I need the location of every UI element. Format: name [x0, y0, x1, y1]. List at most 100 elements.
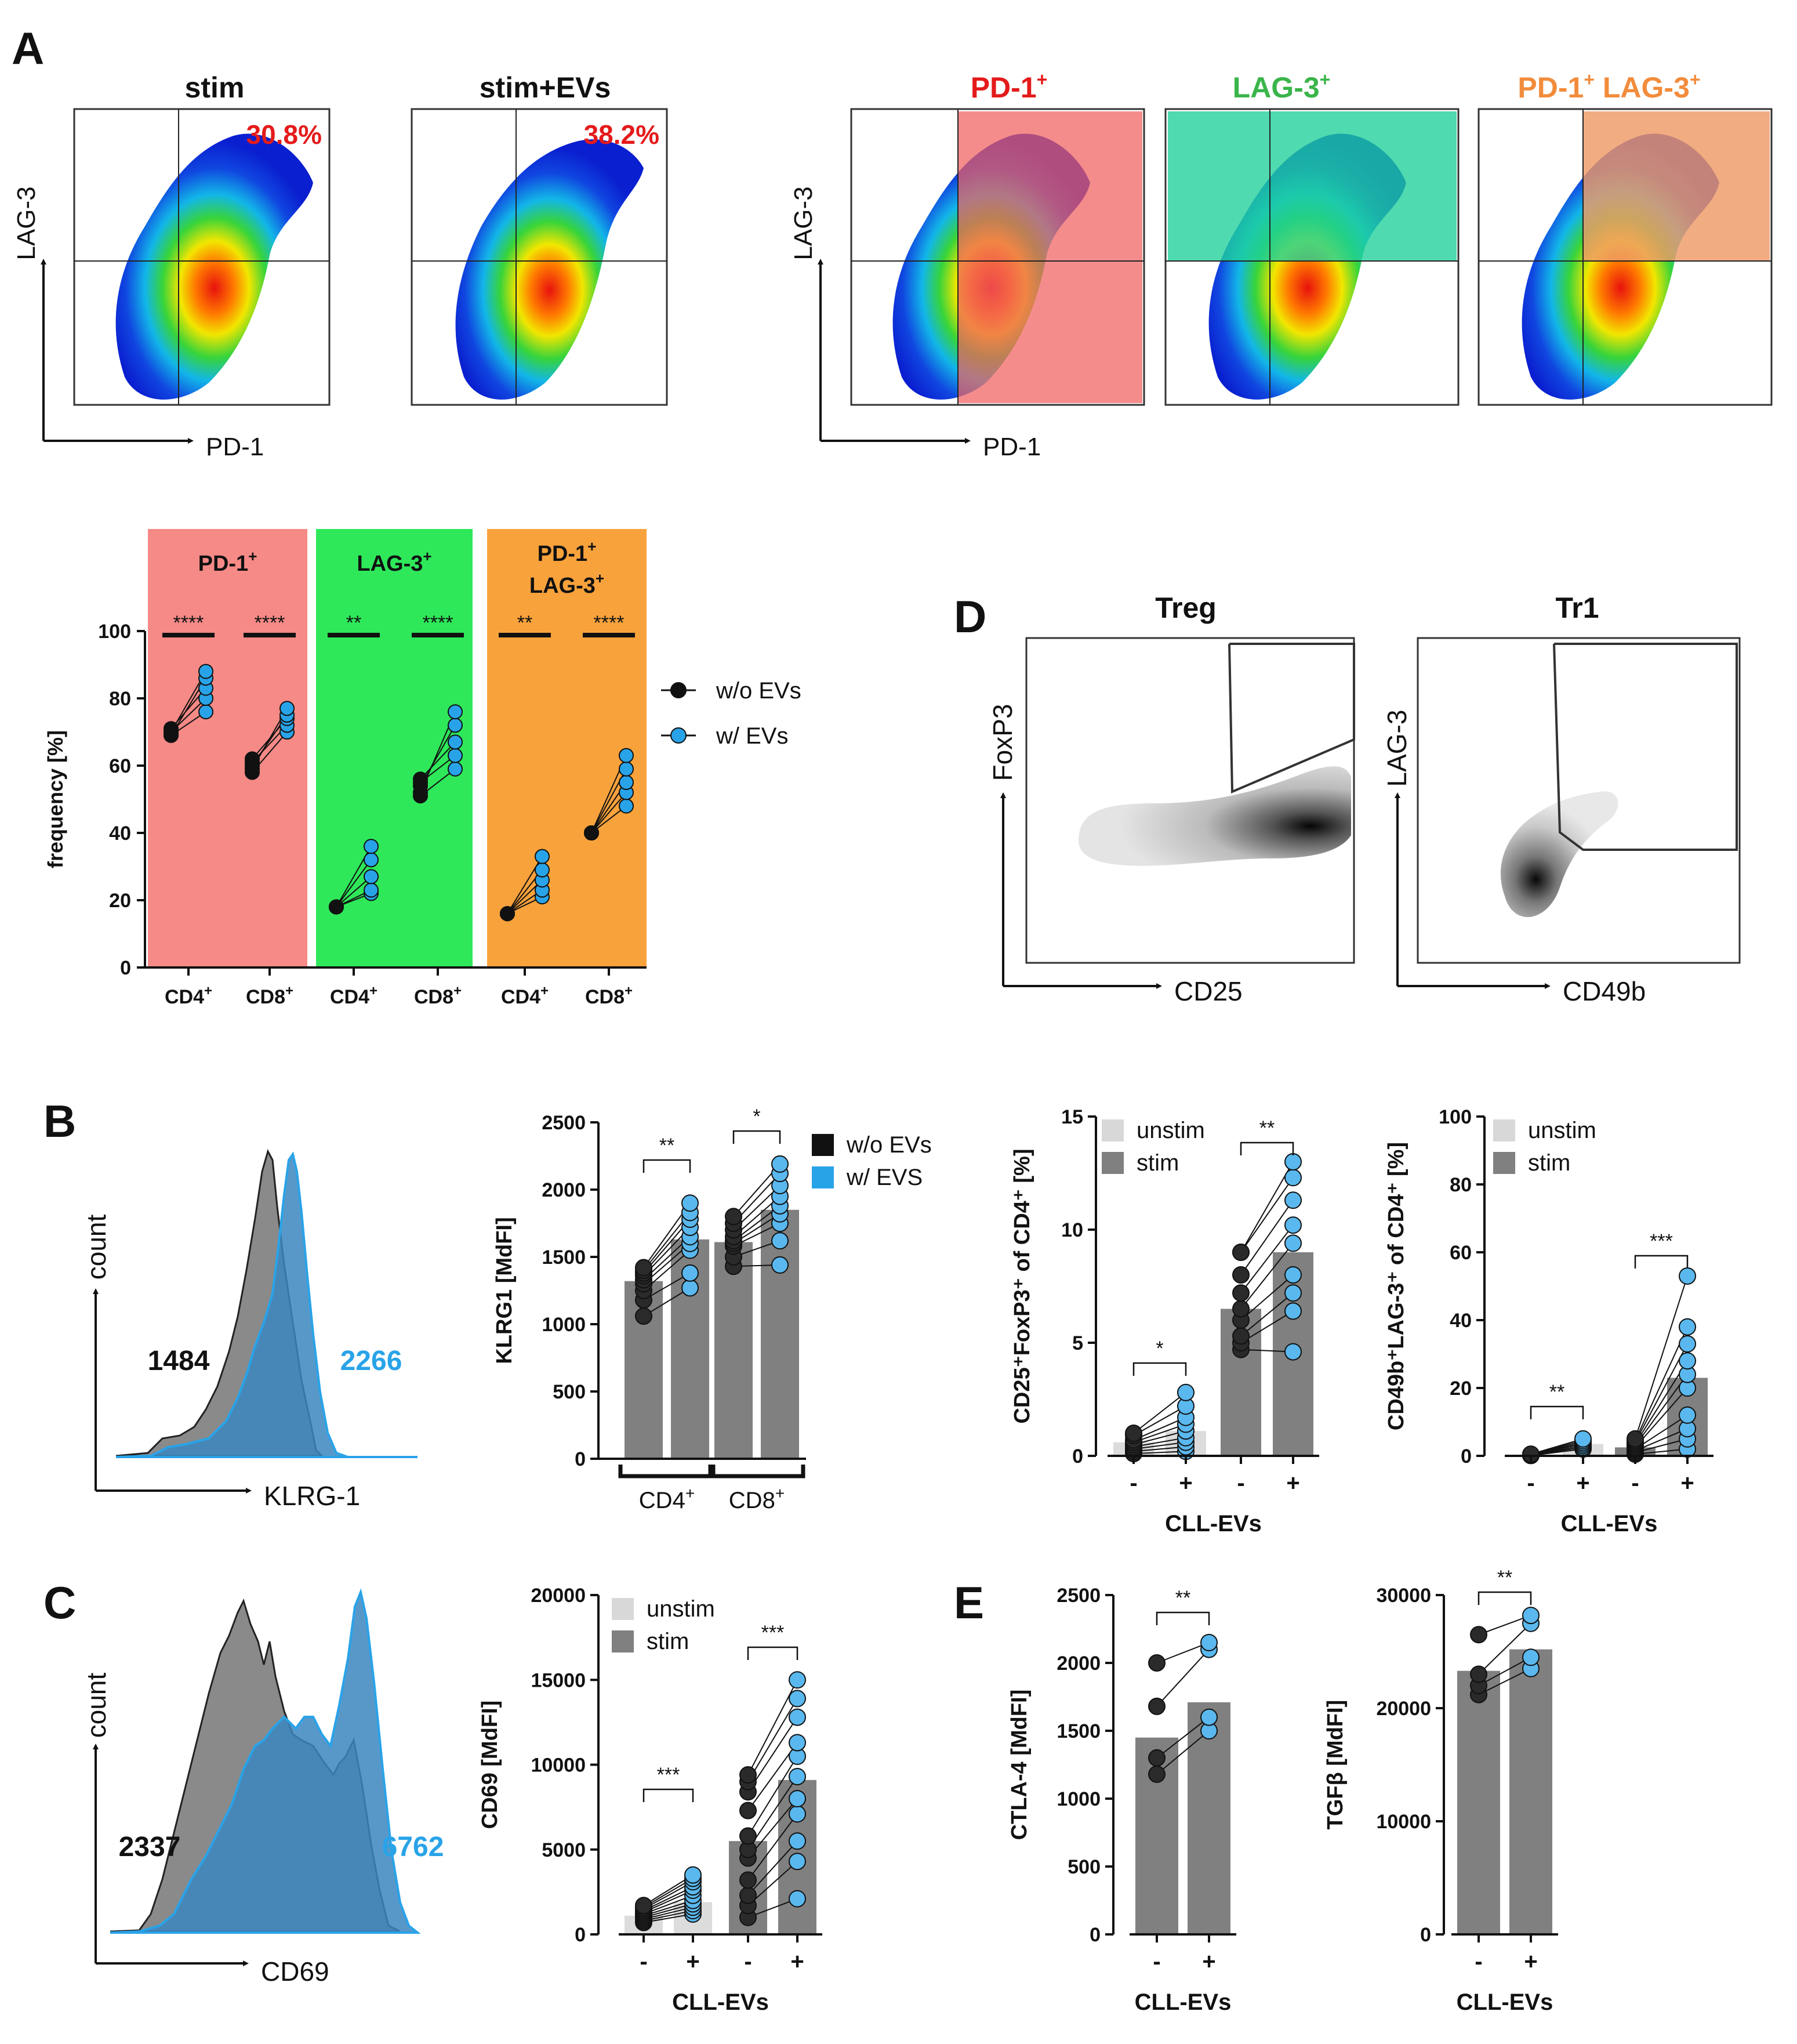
legend-label: stim	[1137, 1150, 1179, 1176]
data-point	[1284, 1169, 1302, 1187]
pair-line	[1240, 1310, 1294, 1343]
svg-text:LAG-3+: LAG-3+	[1233, 69, 1331, 104]
y-tick-label: 20000	[1376, 1698, 1431, 1720]
data-point	[681, 1279, 699, 1297]
data-point	[584, 825, 599, 840]
data-point	[500, 906, 515, 922]
x-axis-label-klrg1: KLRG-1	[264, 1481, 360, 1511]
y-tick-label: 10000	[531, 1755, 586, 1777]
legend-swatch	[812, 1134, 834, 1156]
pair-line	[1635, 1327, 1688, 1441]
y-axis-label-count: count	[81, 1673, 111, 1738]
data-point	[364, 869, 379, 885]
data-point	[619, 798, 634, 814]
data-point	[789, 1690, 806, 1708]
data-point	[164, 724, 179, 740]
dotplot-stim-evs: 38.2%	[411, 108, 668, 406]
pair-line	[747, 1813, 798, 1880]
y-tick-label: 0	[1072, 1445, 1083, 1467]
y-tick-label: 1500	[542, 1246, 586, 1269]
pair-line	[1635, 1343, 1688, 1443]
significance-stars: ****	[594, 612, 625, 634]
pair-line	[1478, 1657, 1531, 1686]
gate-title-sup: +	[1320, 69, 1331, 90]
significance-bracket	[1477, 1591, 1532, 1605]
y-tick-label: 40	[1450, 1310, 1472, 1332]
significance-stars: **	[659, 1135, 674, 1157]
y-tick-label: 20000	[531, 1585, 586, 1607]
gate-plot-pd1-lag3: PD-1+ LAG-3+	[1477, 69, 1773, 406]
y-tick-label: 100	[1439, 1106, 1472, 1128]
y-tick-label: 5000	[542, 1839, 586, 1861]
pair-line	[643, 1287, 691, 1317]
x-tick-label: -	[1130, 1470, 1137, 1496]
gate-title: LAG-3	[1233, 71, 1320, 104]
group-background	[148, 529, 307, 967]
tgfb-bar-chart: 0 10000 20000 30000 TGFβ [MdFI] - + CLL-EVs **	[1323, 1567, 1558, 2015]
significance-stars: **	[517, 612, 532, 634]
data-point	[771, 1155, 789, 1173]
pair-line	[1635, 1387, 1688, 1448]
significance-stars: **	[346, 612, 361, 634]
significance-stars: ****	[423, 612, 453, 634]
data-point	[1679, 1352, 1696, 1370]
bar	[1188, 1702, 1230, 1934]
group-title: PD-1+	[538, 538, 597, 566]
gate-title-sup: +	[1584, 69, 1595, 90]
y-tick-label: 0	[575, 1924, 586, 1946]
pair-line	[420, 741, 456, 780]
data-point	[1177, 1383, 1195, 1401]
data-point	[789, 1767, 806, 1785]
x-tick-label: +	[790, 1949, 804, 1974]
y-tick-label: 80	[109, 688, 131, 710]
data-point	[789, 1734, 806, 1752]
legend-marker	[670, 682, 687, 698]
bar	[714, 1242, 753, 1459]
legend-label: stim	[647, 1629, 689, 1654]
data-point	[1679, 1318, 1696, 1336]
group-background	[487, 529, 647, 967]
data-point	[1679, 1267, 1696, 1285]
data-point	[1232, 1300, 1250, 1318]
x-tick-label: CD8+	[414, 983, 462, 1008]
pair-line	[1133, 1416, 1186, 1441]
legend-label: w/o EVs	[846, 1132, 932, 1158]
mdfi-value-gray: 2337	[119, 1832, 181, 1862]
data-point	[684, 1866, 702, 1884]
dotplot-stim: 30.8%	[73, 108, 331, 406]
legend-swatch	[812, 1166, 834, 1188]
data-point	[739, 1886, 757, 1904]
dotplot-title-stim: stim	[185, 71, 245, 104]
y-tick-label: 1000	[542, 1314, 586, 1336]
data-point	[1284, 1266, 1302, 1284]
significance-stars: **	[1259, 1117, 1275, 1139]
cd25-foxp3-bar-chart: 0 5 10 15 CD25⁺FoxP3⁺ of CD4⁺ [%] - + - + CLL-EVs…	[1010, 1106, 1319, 1536]
y-axis-title: CD25⁺FoxP3⁺ of CD4⁺ [%]	[1010, 1148, 1034, 1423]
significance-bracket	[1634, 1255, 1689, 1269]
y-tick-label: 2500	[1057, 1585, 1101, 1607]
pair-line	[1635, 1414, 1688, 1450]
significance-stars: *	[1156, 1338, 1163, 1360]
legend-swatch	[1102, 1152, 1124, 1174]
data-point	[635, 1307, 652, 1325]
ctla4-bar-chart: 0 500 1000 1500 2000 2500 CTLA-4 [MdFI] - + CLL-E…	[1007, 1585, 1236, 2015]
data-point	[1232, 1284, 1250, 1302]
pair-line	[1478, 1615, 1531, 1636]
legend-swatch	[612, 1630, 634, 1652]
data-point	[1679, 1335, 1696, 1353]
pair-line	[1635, 1448, 1688, 1455]
x-axis-title: CLL-EVs	[1135, 1989, 1232, 2015]
data-point	[619, 761, 634, 777]
pair-line	[1133, 1423, 1186, 1443]
bar	[1509, 1649, 1552, 1934]
y-tick-label: 60	[109, 755, 131, 777]
x-axis-title: CLL-EVs	[1561, 1511, 1658, 1536]
pair-line	[1240, 1349, 1294, 1353]
pair-line	[1156, 1648, 1210, 1707]
data-point	[448, 748, 463, 763]
y-axis-title: TGFβ [MdFI]	[1323, 1700, 1348, 1830]
legend-label: w/ EVS	[846, 1165, 923, 1190]
gate-title: PD-1	[971, 71, 1037, 104]
pair-line	[1156, 1716, 1210, 1759]
